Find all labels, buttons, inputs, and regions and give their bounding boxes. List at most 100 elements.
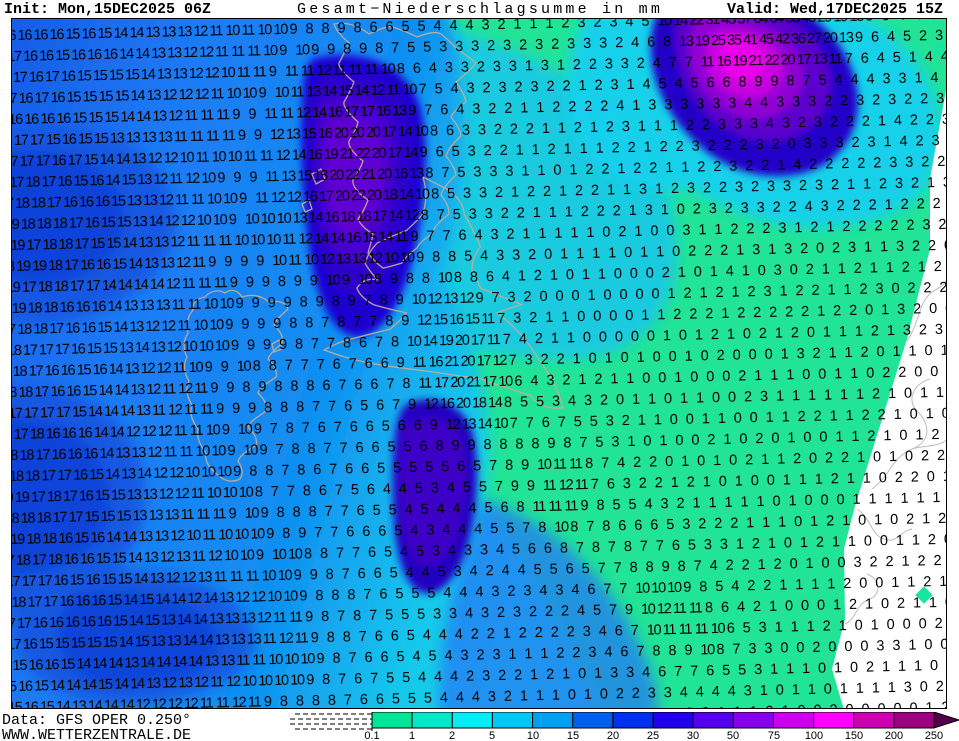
svg-text:12: 12 (446, 417, 461, 433)
svg-text:18: 18 (357, 209, 372, 225)
svg-text:12: 12 (166, 570, 181, 586)
svg-text:11: 11 (246, 568, 260, 584)
svg-text:12: 12 (148, 151, 163, 167)
svg-text:15: 15 (109, 67, 124, 83)
svg-text:12: 12 (270, 127, 285, 143)
svg-text:18: 18 (12, 595, 26, 611)
svg-text:12: 12 (657, 601, 672, 617)
svg-text:14: 14 (120, 697, 135, 709)
svg-text:12: 12 (167, 339, 182, 355)
svg-text:10: 10 (402, 82, 417, 98)
svg-text:18: 18 (25, 174, 40, 190)
svg-text:31: 31 (705, 19, 720, 28)
svg-text:10: 10 (647, 622, 662, 638)
svg-text:14: 14 (193, 612, 208, 628)
svg-text:15: 15 (112, 256, 127, 272)
svg-text:14: 14 (199, 632, 214, 648)
svg-text:11: 11 (679, 622, 693, 638)
svg-text:12: 12 (181, 213, 196, 229)
svg-text:13: 13 (392, 103, 407, 119)
svg-text:14: 14 (113, 25, 128, 41)
svg-text:10: 10 (411, 292, 426, 308)
svg-text:0: 0 (941, 406, 947, 422)
svg-text:11: 11 (701, 54, 715, 70)
svg-text:14: 14 (100, 152, 115, 168)
svg-text:20: 20 (456, 396, 471, 412)
svg-text:16: 16 (51, 90, 66, 106)
svg-text:13: 13 (127, 487, 142, 503)
svg-text:13: 13 (352, 251, 367, 267)
svg-text:11: 11 (247, 43, 261, 59)
svg-text:11: 11 (194, 381, 208, 397)
svg-text:16: 16 (85, 215, 100, 231)
svg-text:10: 10 (243, 442, 258, 458)
svg-text:11: 11 (177, 318, 191, 334)
svg-text:16: 16 (65, 614, 80, 630)
svg-text:14: 14 (130, 676, 145, 692)
svg-text:16: 16 (92, 299, 107, 315)
svg-text:19: 19 (439, 333, 454, 349)
svg-text:11: 11 (179, 444, 193, 460)
svg-text:13: 13 (72, 698, 87, 709)
svg-text:16: 16 (19, 91, 34, 107)
svg-text:13: 13 (129, 319, 144, 335)
svg-text:18: 18 (21, 216, 36, 232)
svg-text:11: 11 (200, 401, 214, 417)
svg-text:14: 14 (135, 46, 150, 62)
svg-text:15: 15 (71, 635, 86, 651)
svg-text:14: 14 (129, 613, 144, 629)
svg-text:15: 15 (104, 110, 119, 126)
svg-text:16: 16 (96, 257, 111, 273)
svg-text:10: 10 (304, 252, 319, 268)
svg-text:27: 27 (807, 31, 822, 47)
svg-text:17: 17 (32, 552, 47, 568)
svg-text:17: 17 (434, 375, 449, 391)
svg-text:13: 13 (154, 528, 169, 544)
svg-text:12: 12 (160, 549, 175, 565)
svg-text:15: 15 (55, 636, 70, 652)
svg-text:11: 11 (191, 486, 205, 502)
svg-text:0: 0 (945, 301, 947, 317)
svg-text:1: 1 (940, 343, 947, 359)
svg-text:15: 15 (111, 193, 126, 209)
svg-text:12: 12 (165, 213, 180, 229)
svg-text:10: 10 (284, 651, 299, 667)
svg-text:14: 14 (314, 231, 329, 247)
svg-text:11: 11 (543, 478, 557, 494)
svg-text:11: 11 (236, 653, 250, 669)
svg-text:16: 16 (440, 396, 455, 412)
svg-text:10: 10 (384, 250, 399, 266)
svg-text:0: 0 (945, 595, 947, 611)
svg-text:11: 11 (184, 402, 198, 418)
svg-text:18: 18 (37, 216, 52, 232)
svg-text:10: 10 (215, 338, 230, 354)
svg-text:11: 11 (255, 190, 269, 206)
svg-text:10: 10 (262, 568, 277, 584)
svg-text:18: 18 (383, 187, 398, 203)
svg-text:20: 20 (350, 125, 365, 141)
svg-text:11: 11 (241, 22, 255, 38)
svg-text:14: 14 (88, 698, 103, 709)
svg-text:13: 13 (148, 508, 163, 524)
svg-text:17: 17 (14, 133, 29, 149)
svg-text:12: 12 (159, 192, 174, 208)
svg-text:12: 12 (459, 291, 474, 307)
svg-text:15: 15 (297, 168, 312, 184)
svg-text:12: 12 (147, 445, 162, 461)
svg-text:0: 0 (573, 708, 581, 709)
svg-text:12: 12 (368, 251, 383, 267)
svg-text:16: 16 (52, 153, 67, 169)
svg-text:17: 17 (319, 189, 334, 205)
svg-text:10: 10 (199, 338, 214, 354)
svg-text:11: 11 (202, 233, 216, 249)
svg-text:12: 12 (168, 402, 183, 418)
svg-text:14: 14 (122, 529, 137, 545)
svg-text:11: 11 (231, 44, 245, 60)
svg-text:16: 16 (23, 48, 38, 64)
svg-text:150: 150 (845, 730, 863, 741)
svg-text:4: 4 (941, 49, 947, 65)
svg-text:20: 20 (335, 188, 350, 204)
svg-text:13: 13 (151, 340, 166, 356)
svg-text:16: 16 (51, 447, 66, 463)
svg-text:22: 22 (351, 188, 366, 204)
